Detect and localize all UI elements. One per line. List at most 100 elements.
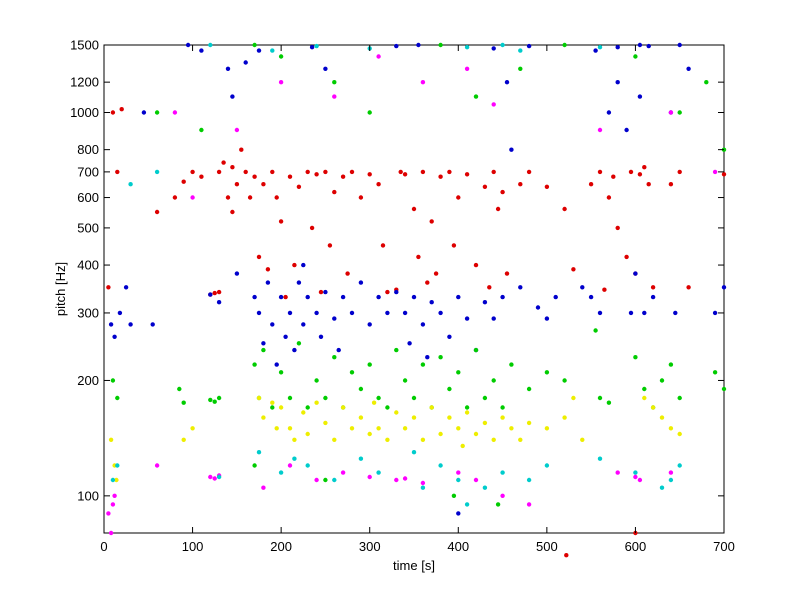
scatter-point xyxy=(438,355,443,360)
scatter-point xyxy=(473,431,479,437)
scatter-point xyxy=(261,347,266,353)
scatter-point xyxy=(292,437,297,442)
scatter-point xyxy=(270,405,275,410)
scatter-point xyxy=(438,310,443,316)
scatter-point xyxy=(420,437,426,442)
scatter-point xyxy=(305,169,310,175)
scatter-point xyxy=(385,405,390,410)
scatter-point xyxy=(305,431,310,437)
scatter-point xyxy=(225,195,231,200)
scatter-point xyxy=(491,102,496,107)
scatter-point xyxy=(332,477,337,483)
scatter-point xyxy=(239,147,244,152)
scatter-point xyxy=(668,362,674,367)
scatter-point xyxy=(345,271,350,276)
y-tick-label: 400 xyxy=(77,258,99,273)
scatter-point xyxy=(602,287,607,292)
scatter-point xyxy=(473,477,479,483)
scatter-point xyxy=(234,271,240,276)
scatter-point xyxy=(460,443,465,449)
scatter-point xyxy=(172,195,178,200)
scatter-point xyxy=(230,165,235,170)
scatter-point xyxy=(323,169,328,175)
scatter-point xyxy=(624,254,629,260)
scatter-point xyxy=(309,225,315,231)
x-tick-label: 500 xyxy=(536,539,558,554)
scatter-point xyxy=(301,410,306,415)
scatter-point xyxy=(407,341,412,346)
scatter-point xyxy=(712,370,718,375)
scatter-point xyxy=(114,477,119,483)
scatter-point xyxy=(185,42,191,48)
scatter-point xyxy=(115,395,120,401)
scatter-point xyxy=(416,42,421,48)
scatter-point xyxy=(518,48,523,53)
scatter-point xyxy=(261,415,266,420)
scatter-point xyxy=(677,463,682,468)
scatter-point xyxy=(597,310,603,316)
scatter-point xyxy=(712,169,718,175)
scatter-point xyxy=(394,289,399,295)
scatter-point xyxy=(278,294,284,300)
scatter-point xyxy=(292,456,297,461)
scatter-point xyxy=(668,477,674,483)
scatter-point xyxy=(509,426,514,431)
scatter-point xyxy=(270,48,275,53)
scatter-point xyxy=(544,316,550,321)
scatter-point xyxy=(597,45,603,50)
scatter-point xyxy=(482,395,488,401)
y-axis-ticks: 100 200 300 400 500 600 700 800 1000 1200 1500 xyxy=(70,38,724,503)
scatter-point xyxy=(128,182,133,187)
scatter-point xyxy=(633,470,638,475)
scatter-point xyxy=(278,370,284,375)
scatter-point xyxy=(332,189,337,195)
scatter-point xyxy=(420,362,426,367)
scatter-point xyxy=(261,341,266,346)
scatter-point xyxy=(491,316,496,321)
scatter-point xyxy=(518,182,523,187)
scatter-point xyxy=(243,169,248,175)
scatter-point xyxy=(256,254,262,260)
scatter-point xyxy=(704,80,709,85)
scatter-point xyxy=(646,43,651,49)
scatter-point xyxy=(650,405,656,410)
scatter-point xyxy=(420,485,426,490)
scatter-point xyxy=(287,395,293,401)
scatter-point xyxy=(642,165,647,170)
scatter-point xyxy=(225,66,231,72)
scatter-point xyxy=(256,310,262,316)
scatter-point xyxy=(562,206,567,212)
scatter-point xyxy=(504,80,510,85)
scatter-point xyxy=(456,370,461,375)
scatter-point xyxy=(252,174,257,179)
scatter-point xyxy=(628,169,634,175)
scatter-point xyxy=(686,285,691,290)
scatter-point xyxy=(256,395,262,401)
scatter-point xyxy=(429,405,434,410)
scatter-point xyxy=(340,470,346,475)
scatter-point xyxy=(230,94,235,99)
scatter-point xyxy=(332,355,337,360)
scatter-point xyxy=(509,362,514,367)
scatter-point xyxy=(110,378,116,383)
scatter-point xyxy=(593,328,598,333)
scatter-point xyxy=(433,271,439,276)
scatter-point xyxy=(278,80,284,85)
scatter-point xyxy=(208,397,213,403)
scatter-point xyxy=(615,45,620,50)
scatter-point xyxy=(336,347,341,353)
scatter-point xyxy=(606,110,612,115)
scatter-point xyxy=(287,463,293,468)
scatter-point xyxy=(216,474,222,480)
scatter-point xyxy=(256,48,262,53)
x-tick-label: 700 xyxy=(713,539,735,554)
scatter-point xyxy=(278,219,284,224)
scatter-point xyxy=(482,420,488,426)
scatter-point xyxy=(456,195,461,200)
scatter-point xyxy=(371,400,377,405)
scatter-point xyxy=(108,530,114,536)
scatter-point xyxy=(181,437,186,442)
scatter-point xyxy=(110,110,116,115)
scatter-point xyxy=(274,426,279,431)
scatter-point xyxy=(296,341,302,346)
